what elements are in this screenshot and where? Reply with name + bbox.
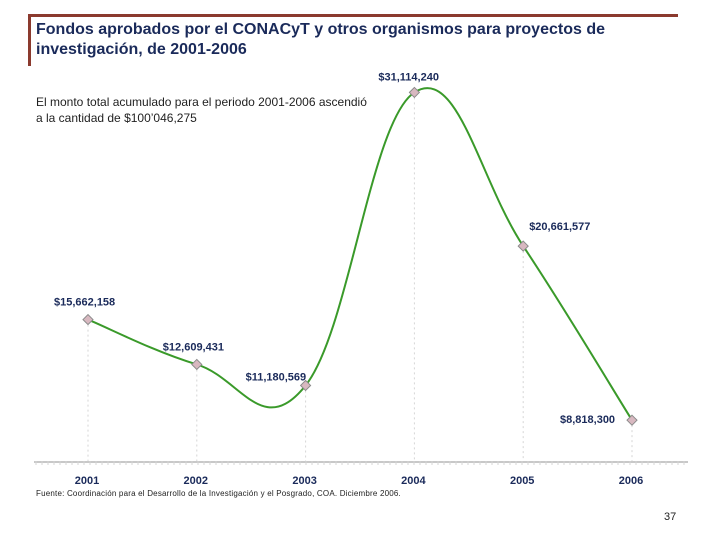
data-labels: $15,662,158 $12,609,431 $11,180,569 $31,114… [54, 71, 615, 426]
source-note: Fuente: Coordinación para el Desarrollo … [36, 489, 401, 498]
x-tick-labels: 2001 2002 2003 2004 2005 2006 [75, 475, 643, 487]
total-note: El monto total acumulado para el periodo… [36, 95, 367, 125]
title-rule [28, 14, 678, 17]
x-tick-label-2006: 2006 [619, 475, 643, 487]
page-number: 37 [664, 511, 677, 523]
page-title: Fondos aprobados por el CONACyT y otros … [36, 21, 605, 58]
data-point-2006 [626, 414, 638, 426]
data-point-2002 [191, 358, 203, 371]
x-tick-label-2001: 2001 [75, 475, 99, 487]
x-tick-label-2002: 2002 [184, 475, 208, 487]
value-label-2005: $20,661,577 [529, 221, 590, 233]
title-accent-bar [28, 14, 31, 66]
value-label-2002: $12,609,431 [163, 341, 224, 353]
data-point-2001 [82, 313, 94, 326]
value-label-2001: $15,662,158 [54, 297, 115, 309]
drop-lines [87, 92, 633, 462]
data-points [82, 86, 638, 426]
x-tick-label-2004: 2004 [401, 475, 426, 487]
data-point-2005 [517, 240, 529, 252]
x-tick-label-2005: 2005 [510, 475, 534, 487]
data-point-2003 [299, 379, 312, 392]
x-axis [34, 461, 688, 465]
x-tick-label-2003: 2003 [292, 475, 316, 487]
series-line [87, 87, 633, 421]
value-label-2004: $31,114,240 [378, 71, 439, 83]
value-label-2006: $8,818,300 [560, 414, 615, 426]
value-label-2003: $11,180,569 [246, 371, 307, 383]
data-point-2004 [408, 86, 421, 99]
